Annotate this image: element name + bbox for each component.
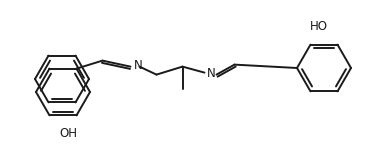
Text: N: N [133,59,142,72]
Text: HO: HO [310,20,328,33]
Text: OH: OH [59,127,77,140]
Text: N: N [206,67,215,80]
